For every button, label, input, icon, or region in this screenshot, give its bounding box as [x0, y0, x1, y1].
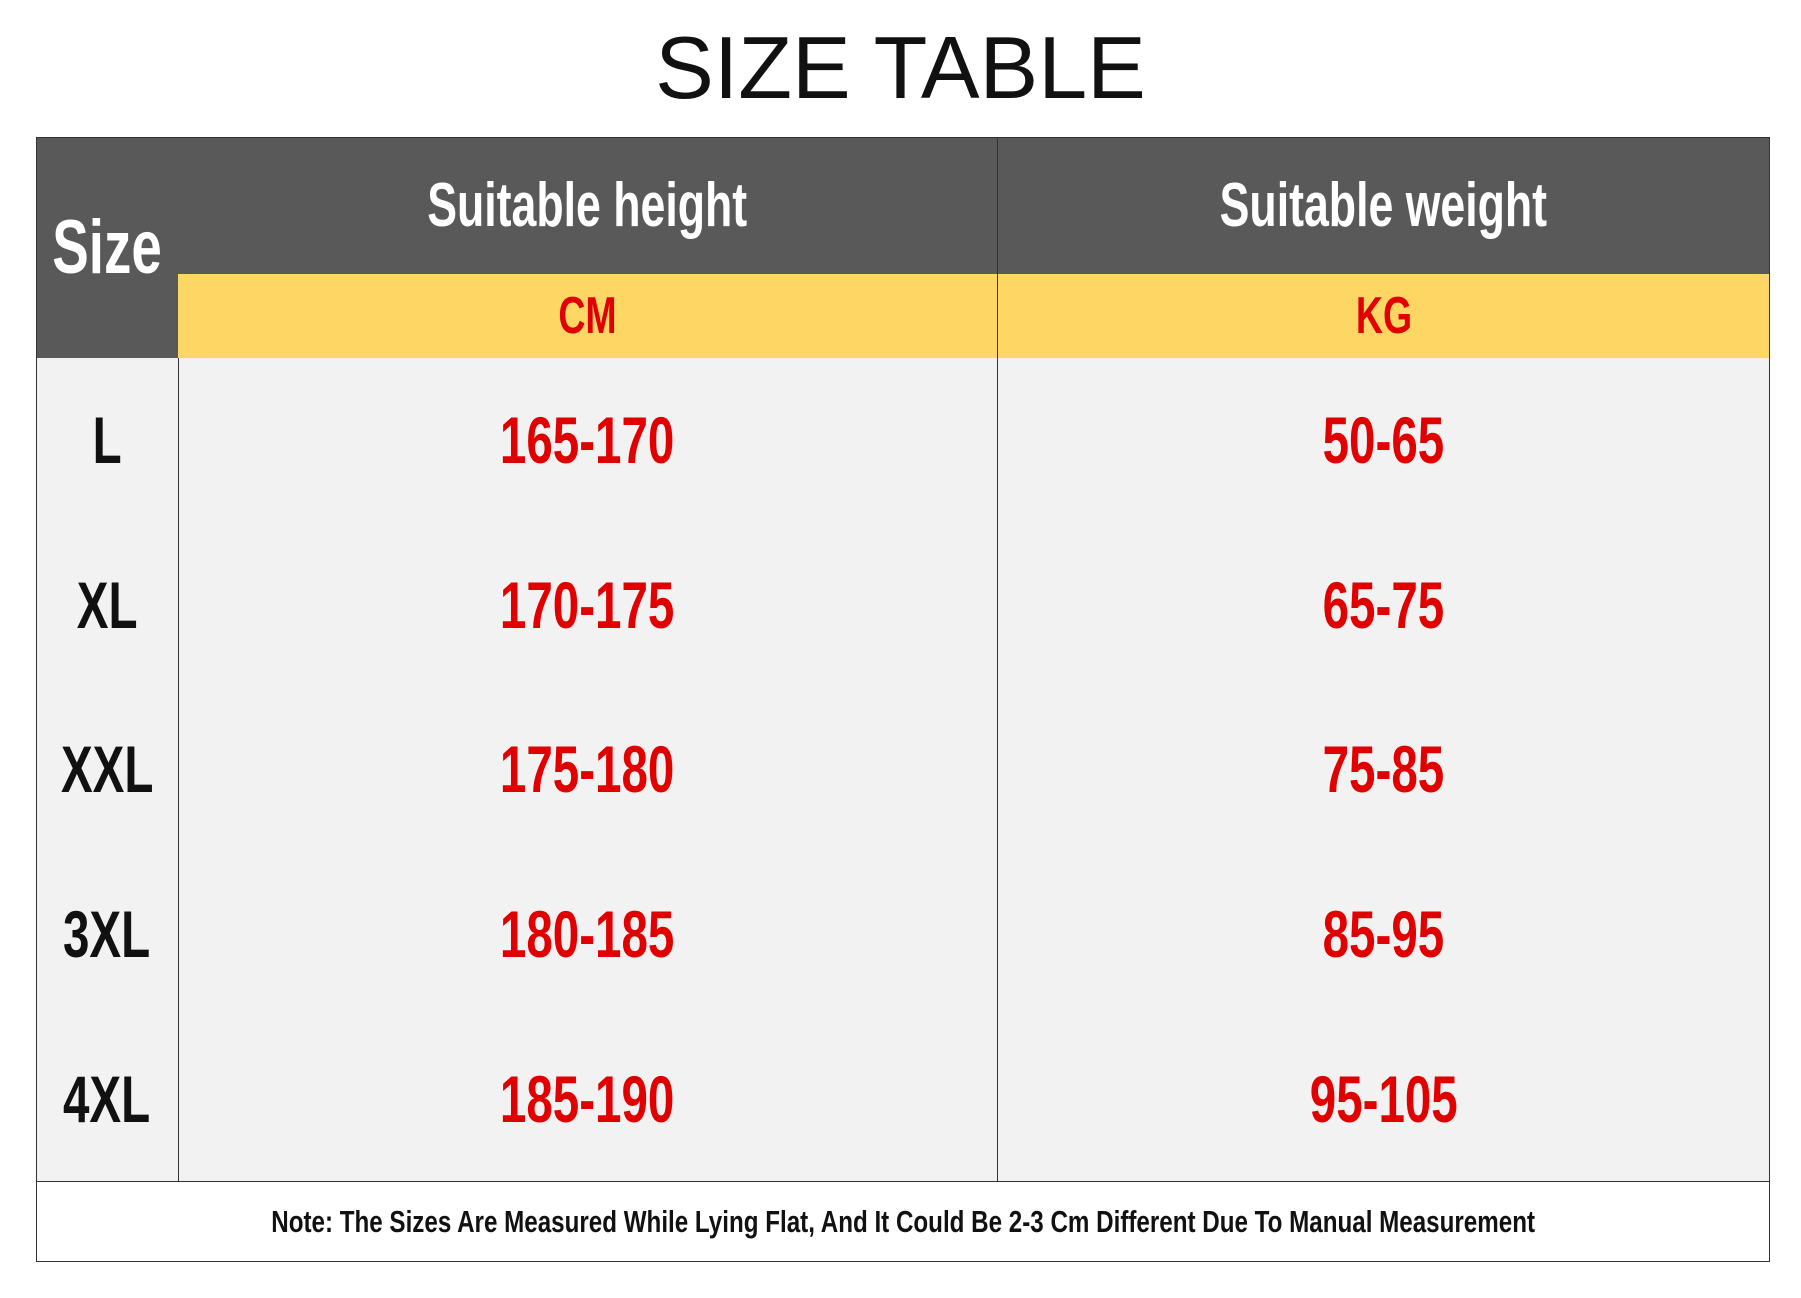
weight-header: Suitable weight	[997, 137, 1770, 274]
height-cell-text: 165-170	[500, 403, 675, 478]
height-cell: 180-185	[178, 851, 997, 1017]
weight-cell: 95-105	[997, 1016, 1770, 1181]
size-cell-text: XXL	[60, 732, 154, 807]
height-unit: CM	[178, 274, 997, 358]
weight-unit-text: KG	[1355, 287, 1412, 345]
weight-cell-text: 65-75	[1322, 567, 1445, 642]
title: SIZE TABLE	[0, 18, 1801, 117]
row-divider	[36, 1181, 1770, 1182]
height-header: Suitable height	[178, 137, 997, 274]
size-cell: 4XL	[36, 1016, 178, 1181]
column-divider	[178, 358, 179, 1181]
note-text: Note: The Sizes Are Measured While Lying…	[271, 1203, 1535, 1239]
height-cell-text: 180-185	[500, 897, 675, 972]
weight-header-text: Suitable weight	[1219, 171, 1548, 240]
note: Note: The Sizes Are Measured While Lying…	[36, 1181, 1770, 1262]
height-cell: 175-180	[178, 687, 997, 852]
size-header: Size	[36, 137, 178, 358]
weight-cell-text: 50-65	[1322, 403, 1445, 478]
size-cell: XXL	[36, 687, 178, 852]
title-text: SIZE TABLE	[655, 17, 1146, 117]
height-cell: 185-190	[178, 1016, 997, 1181]
size-cell-text: 4XL	[63, 1061, 151, 1136]
weight-cell: 65-75	[997, 522, 1770, 688]
size-cell-text: XL	[76, 567, 138, 642]
height-cell-text: 185-190	[500, 1061, 675, 1136]
weight-unit: KG	[997, 274, 1770, 358]
height-cell-text: 175-180	[500, 732, 675, 807]
weight-cell-text: 85-95	[1322, 897, 1445, 972]
height-unit-text: CM	[558, 287, 617, 345]
size-cell-text: L	[92, 403, 122, 478]
size-cell-text: 3XL	[63, 897, 151, 972]
weight-cell-text: 95-105	[1309, 1061, 1458, 1136]
height-cell: 165-170	[178, 358, 997, 523]
size-header-text: Size	[52, 205, 162, 290]
size-cell: XL	[36, 522, 178, 688]
size-cell: L	[36, 358, 178, 523]
weight-cell: 75-85	[997, 687, 1770, 852]
weight-cell: 85-95	[997, 851, 1770, 1017]
height-header-text: Suitable height	[427, 171, 748, 240]
height-cell-text: 170-175	[500, 567, 675, 642]
column-divider	[997, 137, 998, 1181]
weight-cell: 50-65	[997, 358, 1770, 523]
size-cell: 3XL	[36, 851, 178, 1017]
weight-cell-text: 75-85	[1322, 732, 1445, 807]
height-cell: 170-175	[178, 522, 997, 688]
